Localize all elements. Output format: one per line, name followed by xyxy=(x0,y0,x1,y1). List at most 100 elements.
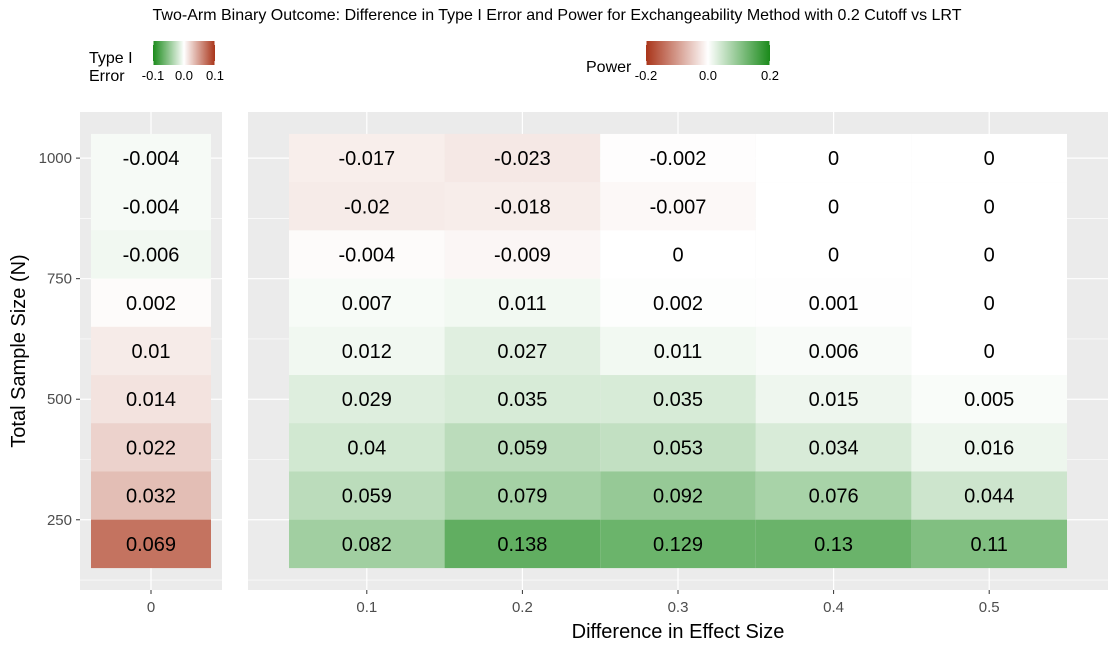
heatmap-cell xyxy=(289,519,445,569)
heatmap-cell xyxy=(444,230,601,279)
legend-title: Power xyxy=(586,59,632,76)
x-tick-label: 0 xyxy=(147,599,155,616)
cell-value-label: 0 xyxy=(984,341,995,363)
heatmap-cell xyxy=(289,230,445,279)
cell-value-label: 0 xyxy=(984,196,995,218)
heatmap-cell xyxy=(911,471,1067,520)
cell-value-label: 0.012 xyxy=(342,341,392,363)
cell-value-label: 0 xyxy=(828,148,839,170)
y-axis-ticks: 250 500 750 1000 xyxy=(39,150,80,529)
cell-value-label: 0.006 xyxy=(809,341,859,363)
heatmap-cell xyxy=(444,326,601,376)
chart-title: Two-Arm Binary Outcome: Difference in Ty… xyxy=(153,7,962,24)
x-tick-label: 0.1 xyxy=(356,599,377,616)
heatmap-cell xyxy=(600,230,756,279)
cell-value-label: 0 xyxy=(672,245,683,267)
heatmap-cell xyxy=(911,133,1067,183)
cell-value-label: 0.11 xyxy=(970,534,1007,556)
heatmap-cell xyxy=(444,182,601,231)
heatmap-cell xyxy=(444,375,601,424)
heatmap-cell xyxy=(755,230,912,279)
cell-value-label: 0.002 xyxy=(653,293,703,315)
heatmap-cell xyxy=(600,278,756,327)
heatmap-cell xyxy=(289,375,445,424)
heatmap-cell xyxy=(600,182,756,231)
heatmap-cell xyxy=(911,519,1067,569)
cell-value-label: 0.076 xyxy=(809,486,859,508)
cell-value-label: 0.059 xyxy=(342,486,392,508)
heatmap-cell xyxy=(91,182,211,231)
cell-value-label: 0.13 xyxy=(814,534,853,556)
heatmap-cell xyxy=(911,423,1067,472)
heatmap-cell xyxy=(755,519,912,569)
heatmap-cell xyxy=(600,375,756,424)
heatmap-cell xyxy=(755,182,912,231)
x-tick-label: 0.4 xyxy=(823,599,844,616)
heatmap-cell xyxy=(444,133,601,183)
heatmap-cell xyxy=(91,423,211,472)
y-tick-label: 1000 xyxy=(39,150,72,167)
heatmap-cell xyxy=(911,278,1067,327)
y-tick-label: 750 xyxy=(47,271,72,288)
cell-value-label: 0.027 xyxy=(497,341,547,363)
heatmap-cell xyxy=(755,375,912,424)
heatmap-cell xyxy=(289,423,445,472)
heatmap-cell xyxy=(600,326,756,376)
cell-value-label: -0.017 xyxy=(338,148,395,170)
cell-value-label: 0.092 xyxy=(653,486,703,508)
cell-value-label: 0.011 xyxy=(654,341,703,363)
cell-value-label: 0.01 xyxy=(132,341,171,363)
heatmap-cell xyxy=(911,375,1067,424)
legend-tick-label: 0.0 xyxy=(699,68,717,83)
cell-value-label: 0.129 xyxy=(653,534,703,556)
cell-value-label: 0.059 xyxy=(497,437,547,459)
heatmap-cell xyxy=(444,423,601,472)
heatmap-cell xyxy=(289,278,445,327)
cell-value-label: 0.029 xyxy=(342,389,392,411)
cell-value-label: -0.018 xyxy=(494,196,551,218)
x-tick-label: 0.2 xyxy=(512,599,533,616)
heatmap-cell xyxy=(91,326,211,376)
heatmap-cell xyxy=(755,133,912,183)
cell-value-label: 0.04 xyxy=(347,437,386,459)
y-tick-label: 250 xyxy=(47,512,72,529)
heatmap-cell xyxy=(911,182,1067,231)
heatmap-cell xyxy=(755,326,912,376)
heatmap-cell xyxy=(289,326,445,376)
cell-value-label: 0.034 xyxy=(809,437,859,459)
x-axis-title: Difference in Effect Size xyxy=(572,621,785,643)
heatmap-cell xyxy=(755,471,912,520)
cell-value-label: 0 xyxy=(828,245,839,267)
panel-type1-error-cells: -0.004 -0.004 -0.006 0.002 0.01 0.014 0.022 0.0… xyxy=(91,133,211,569)
cell-value-label: 0 xyxy=(984,148,995,170)
heatmap-cell xyxy=(91,133,211,183)
legend-tick-label: 0.1 xyxy=(206,68,224,83)
cell-value-label: 0.022 xyxy=(126,437,176,459)
legend-tick-label: -0.1 xyxy=(142,68,164,83)
cell-value-label: -0.009 xyxy=(494,245,551,267)
cell-value-label: 0.005 xyxy=(964,389,1014,411)
heatmap-cell xyxy=(600,471,756,520)
cell-value-label: 0.007 xyxy=(342,293,392,315)
heatmap-cell xyxy=(91,375,211,424)
legend-title: Type I xyxy=(89,50,133,67)
cell-value-label: 0.035 xyxy=(497,389,547,411)
cell-value-label: 0.011 xyxy=(498,293,547,315)
y-axis-title: Total Sample Size (N) xyxy=(8,254,30,447)
cell-value-label: 0 xyxy=(984,245,995,267)
x-tick-label: 0.3 xyxy=(668,599,689,616)
cell-value-label: 0.053 xyxy=(653,437,703,459)
heatmap-cell xyxy=(600,519,756,569)
cell-value-label: 0 xyxy=(984,293,995,315)
heatmap-cell xyxy=(91,230,211,279)
cell-value-label: 0 xyxy=(828,196,839,218)
cell-value-label: 0.069 xyxy=(126,534,176,556)
heatmap-cell xyxy=(289,133,445,183)
cell-value-label: -0.004 xyxy=(123,196,180,218)
cell-value-label: 0.016 xyxy=(964,437,1014,459)
cell-value-label: -0.023 xyxy=(494,148,551,170)
cell-value-label: 0.035 xyxy=(653,389,703,411)
cell-value-label: -0.002 xyxy=(650,148,707,170)
